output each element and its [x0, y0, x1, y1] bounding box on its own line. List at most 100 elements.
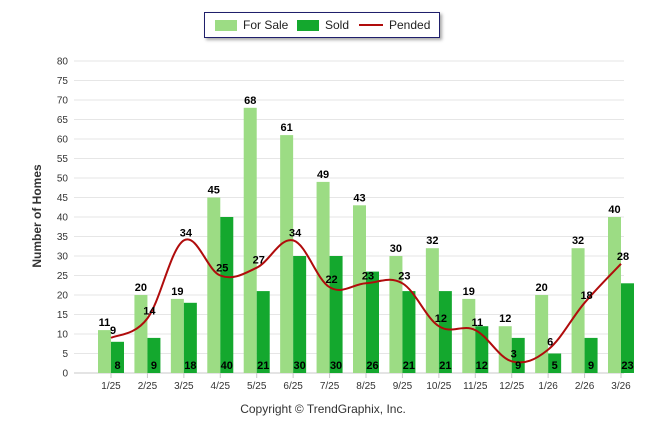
label-for-sale: 40 [608, 204, 620, 216]
label-pended: 23 [398, 270, 410, 282]
y-tick-label: 80 [57, 57, 69, 68]
bar-for-sale[interactable] [353, 205, 366, 373]
legend-swatch-for-sale [215, 19, 237, 31]
label-pended: 3 [511, 348, 517, 360]
bar-sold[interactable] [584, 337, 598, 373]
label-pended: 12 [435, 313, 447, 325]
legend-label-sold: Sold [325, 18, 350, 32]
label-pended: 23 [362, 270, 374, 282]
label-for-sale: 32 [572, 235, 584, 247]
bar-sold[interactable] [183, 302, 197, 373]
y-tick-label: 45 [57, 193, 69, 204]
x-tick-label: 2/25 [138, 381, 158, 392]
legend-item-pended[interactable]: Pended [359, 13, 430, 37]
x-tick-label: 5/25 [247, 381, 267, 392]
label-pended: 11 [471, 317, 483, 329]
label-for-sale: 68 [244, 95, 256, 107]
data-labels: 11 8 9 20 9 14 19 18 34 45 40 25 68 21 27 61 30 34 49 30 22 4… [99, 95, 634, 372]
label-for-sale: 20 [135, 282, 147, 294]
bar-for-sale[interactable] [316, 181, 330, 373]
label-pended: 34 [180, 227, 193, 239]
bar-sold[interactable] [220, 217, 234, 373]
label-sold: 40 [221, 360, 233, 372]
x-tick-label: 3/26 [611, 381, 631, 392]
bar-for-sale[interactable] [425, 248, 439, 373]
y-tick-label: 5 [62, 349, 68, 360]
x-axis: 1/25 2/25 3/25 4/25 5/25 6/25 7/25 8/25 9/25 10/2… [74, 372, 631, 392]
legend-label-for-sale: For Sale [243, 18, 289, 32]
label-sold: 12 [476, 360, 488, 372]
pended-line[interactable] [110, 238, 622, 364]
label-for-sale: 43 [353, 192, 365, 204]
bar-sold[interactable] [438, 291, 452, 373]
y-tick-label: 25 [57, 271, 69, 282]
bar-sold[interactable] [293, 256, 307, 373]
legend-item-for-sale[interactable]: For Sale [215, 13, 288, 37]
label-sold: 8 [114, 360, 120, 372]
x-tick-label: 1/26 [538, 381, 558, 392]
bar-sold[interactable] [621, 283, 634, 373]
label-sold: 23 [621, 360, 633, 372]
bar-for-sale[interactable] [389, 256, 403, 373]
label-pended: 9 [110, 325, 116, 337]
label-for-sale: 30 [390, 243, 402, 255]
label-pended: 18 [580, 290, 592, 302]
label-for-sale: 11 [99, 317, 111, 329]
y-axis-title: Number of Homes [30, 164, 44, 268]
x-tick-label: 7/25 [320, 381, 340, 392]
y-tick-label: 50 [57, 174, 69, 185]
x-tick-label: 2/26 [575, 381, 595, 392]
bar-sold[interactable] [548, 353, 562, 374]
bar-for-sale[interactable] [498, 326, 512, 373]
y-tick-label: 75 [57, 76, 69, 87]
y-tick-label: 15 [57, 310, 69, 321]
y-tick-label: 60 [57, 135, 69, 146]
legend-swatch-pended [359, 24, 383, 26]
label-sold: 18 [184, 360, 196, 372]
label-sold: 21 [257, 360, 269, 372]
label-for-sale: 19 [463, 286, 475, 298]
bars [98, 107, 634, 374]
bar-for-sale[interactable] [462, 298, 476, 373]
y-tick-label: 70 [57, 96, 69, 107]
y-axis: 0 5 10 15 20 25 30 35 40 45 50 55 60 65 70 75 80 [57, 57, 69, 380]
label-sold: 21 [403, 360, 415, 372]
label-for-sale: 49 [317, 169, 329, 181]
x-tick-label: 1/25 [101, 381, 121, 392]
bar-sold[interactable] [329, 256, 343, 373]
label-pended: 22 [325, 274, 337, 286]
label-pended: 6 [547, 337, 553, 349]
x-tick-label: 3/25 [174, 381, 194, 392]
y-tick-label: 20 [57, 291, 69, 302]
bar-for-sale[interactable] [134, 295, 148, 373]
bar-sold[interactable] [511, 337, 525, 373]
legend-label-pended: Pended [389, 18, 431, 32]
bar-for-sale[interactable] [280, 135, 294, 373]
bar-for-sale[interactable] [98, 330, 111, 373]
bar-for-sale[interactable] [243, 107, 257, 374]
y-tick-label: 40 [57, 213, 69, 224]
label-pended: 27 [253, 255, 265, 267]
bar-sold[interactable] [256, 291, 270, 373]
y-tick-label: 35 [57, 232, 69, 243]
bar-for-sale[interactable] [608, 217, 621, 373]
x-tick-label: 12/25 [499, 381, 524, 392]
label-sold: 9 [151, 360, 157, 372]
bar-for-sale[interactable] [170, 298, 184, 373]
bar-for-sale[interactable] [207, 197, 221, 374]
x-tick-label: 11/25 [463, 381, 488, 392]
bar-sold[interactable] [402, 291, 416, 373]
bar-sold[interactable] [147, 337, 161, 373]
label-for-sale: 32 [426, 235, 438, 247]
legend-item-sold[interactable]: Sold [297, 13, 349, 37]
bar-for-sale[interactable] [535, 295, 549, 373]
label-pended: 14 [143, 305, 156, 317]
y-tick-label: 55 [57, 154, 69, 165]
label-for-sale: 61 [281, 122, 293, 134]
copyright-text: Copyright © TrendGraphix, Inc. [240, 402, 406, 416]
bar-sold[interactable] [111, 341, 124, 373]
label-sold: 9 [588, 360, 594, 372]
label-sold: 30 [330, 360, 342, 372]
x-tick-label: 9/25 [393, 381, 413, 392]
bar-sold[interactable] [366, 271, 379, 373]
